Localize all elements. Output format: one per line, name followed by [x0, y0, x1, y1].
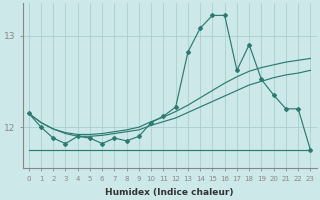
X-axis label: Humidex (Indice chaleur): Humidex (Indice chaleur) [105, 188, 234, 197]
